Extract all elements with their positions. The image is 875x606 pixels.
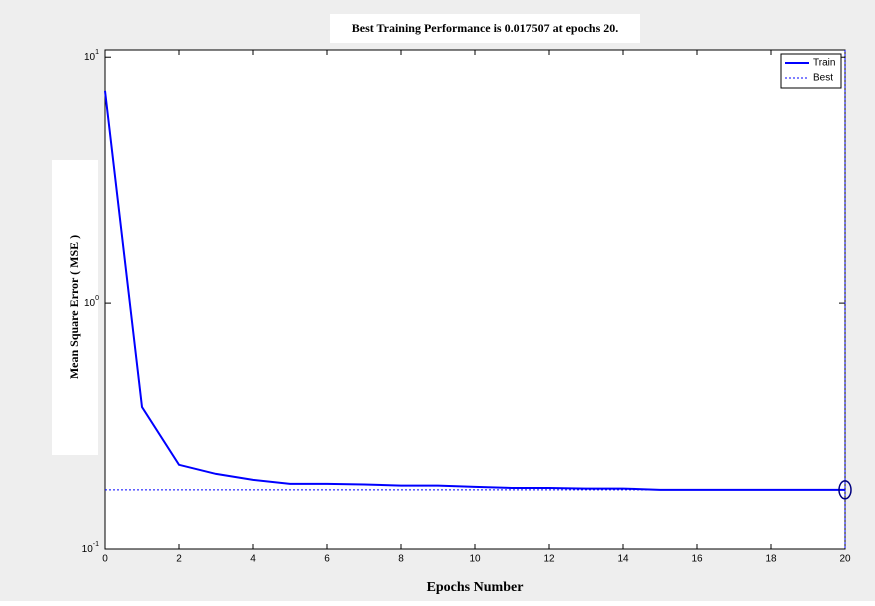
x-tick-label: 2 xyxy=(176,554,182,565)
y-tick-label: 100 xyxy=(84,295,99,309)
legend-label: Train xyxy=(813,58,835,69)
y-tick-exponent: 0 xyxy=(95,295,99,302)
y-tick-label: 101 xyxy=(84,49,99,63)
y-tick-exponent: -1 xyxy=(93,541,99,548)
x-tick-label: 14 xyxy=(617,554,629,565)
x-tick-label: 0 xyxy=(102,554,108,565)
chart-title: Best Training Performance is 0.017507 at… xyxy=(352,21,619,35)
plot-area xyxy=(104,49,846,550)
x-tick-label: 12 xyxy=(543,554,555,565)
x-tick-label: 6 xyxy=(324,554,330,565)
y-tick-label: 10-1 xyxy=(82,541,99,555)
x-tick-label: 18 xyxy=(765,554,777,565)
legend-box xyxy=(780,53,842,89)
x-tick-label: 4 xyxy=(250,554,256,565)
y-label-box xyxy=(52,160,98,455)
x-tick-label: 16 xyxy=(691,554,703,565)
y-tick-base: 10 xyxy=(84,298,96,309)
y-axis-label: Mean Square Error ( MSE ) xyxy=(67,235,81,379)
legend-label: Best xyxy=(813,73,833,84)
title-box xyxy=(330,14,640,43)
y-tick-exponent: 1 xyxy=(95,49,99,56)
y-tick-base: 10 xyxy=(84,52,96,63)
x-tick-label: 8 xyxy=(398,554,404,565)
y-tick-base: 10 xyxy=(82,544,94,555)
x-axis-label: Epochs Number xyxy=(427,580,524,595)
x-tick-label: 10 xyxy=(469,554,481,565)
best-marker xyxy=(838,480,852,500)
x-tick-label: 20 xyxy=(839,554,851,565)
